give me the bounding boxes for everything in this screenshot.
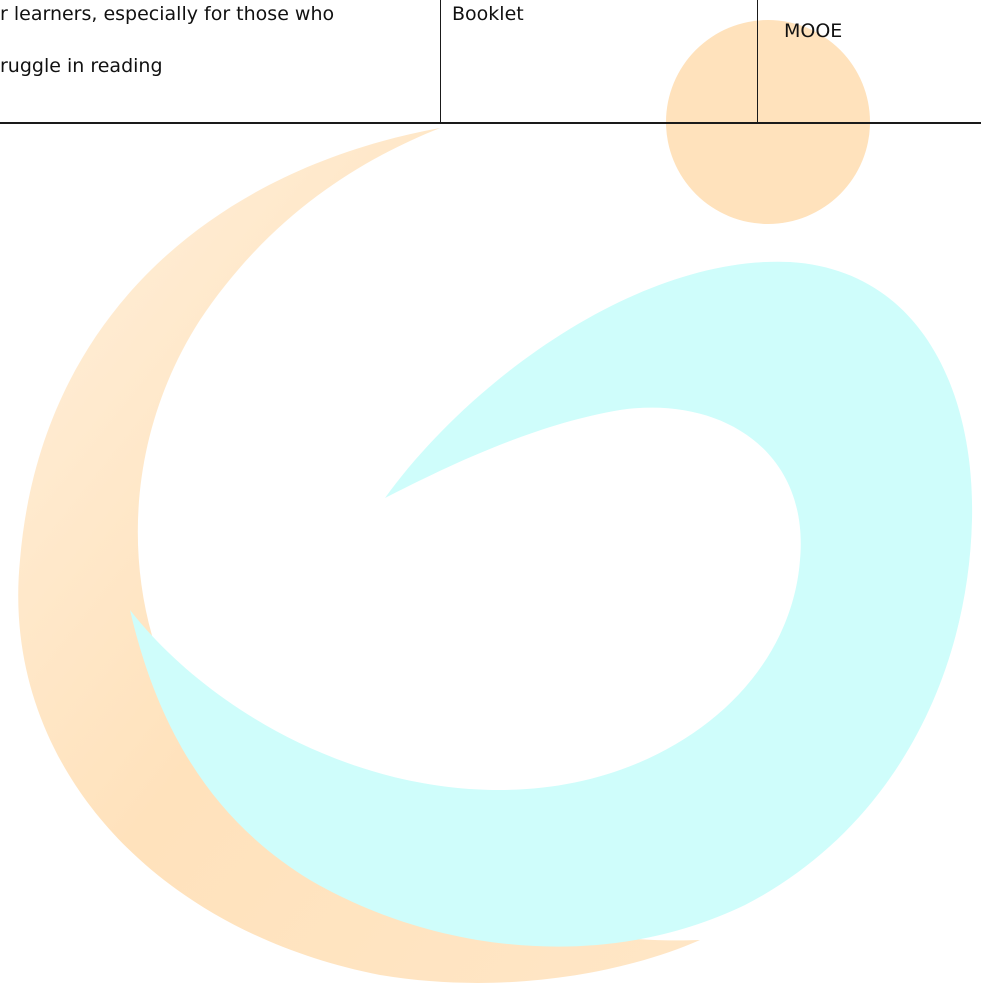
fund-source-cell: MOOE	[758, 0, 981, 122]
document-table: r learners, especially for those who rug…	[0, 0, 981, 124]
watermark-orange-arc	[18, 128, 700, 983]
material-cell: Booklet	[441, 0, 758, 122]
material-text: Booklet	[452, 3, 524, 25]
watermark-cyan-swoosh	[130, 261, 973, 947]
objective-cell: r learners, especially for those who rug…	[0, 0, 441, 122]
fund-source-text: MOOE	[784, 20, 843, 42]
objective-text-line-1: r learners, especially for those who	[0, 3, 335, 25]
table-row: r learners, especially for those who rug…	[0, 0, 981, 124]
objective-text-line-2: ruggle in reading	[0, 55, 163, 77]
